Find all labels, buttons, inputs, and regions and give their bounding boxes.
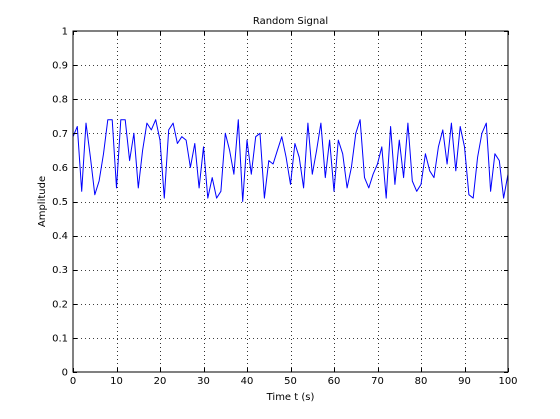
x-tick-label: 40 (241, 376, 254, 387)
axes-box (72, 30, 509, 373)
y-axis-label: Amplitude (37, 176, 48, 227)
plot-area (73, 31, 508, 372)
y-tick-label: 1 (62, 27, 68, 38)
y-tick-label: 0.8 (52, 95, 68, 106)
y-tick-label: 0.6 (52, 163, 68, 174)
y-tick-label: 0.2 (52, 299, 68, 310)
y-tick-label: 0.4 (52, 231, 68, 242)
chart-title: Random Signal (253, 16, 328, 27)
y-tick-label: 0.1 (52, 333, 68, 344)
x-tick-label: 10 (110, 376, 123, 387)
y-tick-label: 0.3 (52, 265, 68, 276)
x-axis-label: Time t (s) (266, 392, 315, 403)
x-tick-label: 80 (415, 376, 428, 387)
x-tick-label: 30 (197, 376, 210, 387)
y-tick-label: 0.7 (52, 129, 68, 140)
y-tick-label: 0 (62, 368, 68, 379)
x-tick-label: 0 (70, 376, 76, 387)
x-tick-label: 20 (154, 376, 167, 387)
x-tick-label: 100 (498, 376, 517, 387)
x-tick-labels: 0 10 20 30 40 50 60 70 80 90 100 (70, 376, 518, 387)
y-tick-label: 0.9 (52, 61, 68, 72)
signal-line (72, 119, 509, 202)
x-tick-label: 70 (371, 376, 384, 387)
x-tick-label: 90 (458, 376, 471, 387)
series-layer (72, 119, 509, 202)
x-tick-label: 60 (328, 376, 341, 387)
y-tick-label: 0.5 (52, 197, 68, 208)
y-tick-labels: 0 0.1 0.2 0.3 0.4 0.5 0.6 0.7 0.8 0.9 1 (52, 27, 68, 379)
tick-marks (73, 31, 509, 373)
x-tick-label: 50 (284, 376, 297, 387)
